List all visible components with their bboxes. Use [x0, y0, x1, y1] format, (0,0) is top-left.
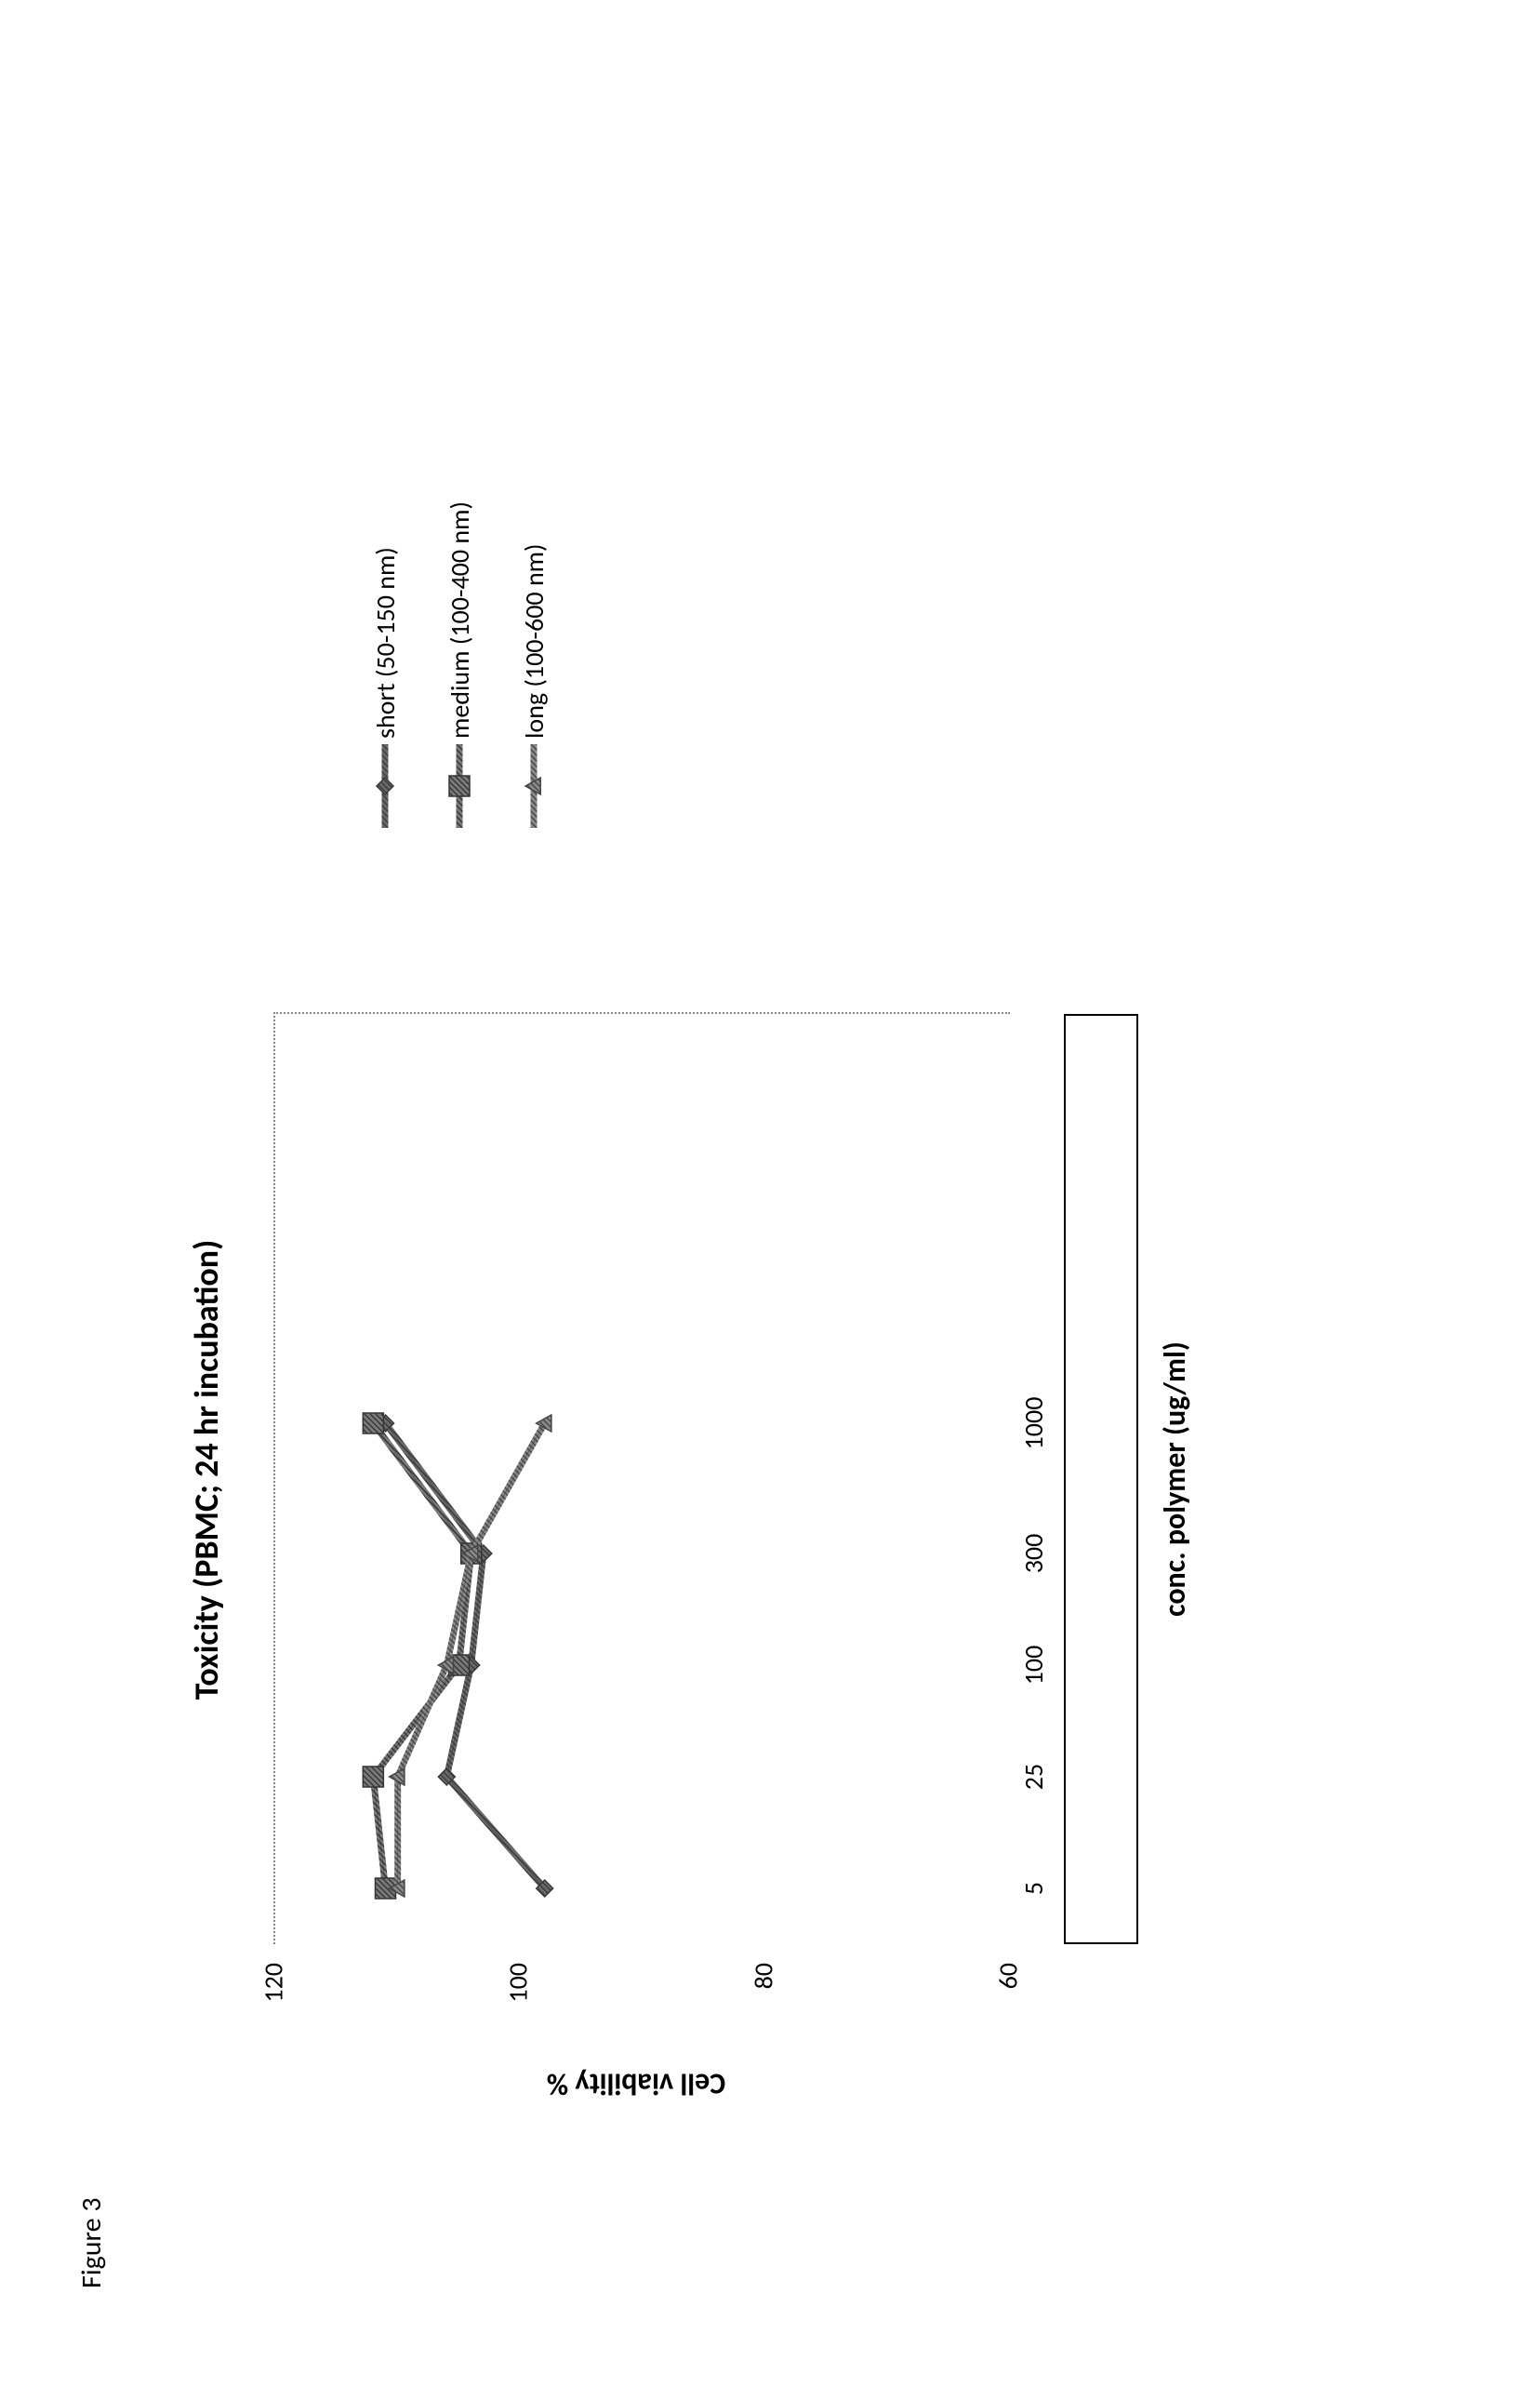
- plot-region: [273, 1012, 1010, 1944]
- legend-label: short (50-150 nm): [369, 547, 402, 739]
- y-tick-label: 60: [992, 1963, 1025, 2019]
- y-axis-label: Cell viability %: [547, 2066, 725, 2102]
- legend-item: medium (100-400 nm): [422, 501, 497, 828]
- page: Figure 3 Toxicity (PBMC; 24 hr incubatio…: [0, 0, 1540, 2400]
- x-tick-label: 100: [1017, 1646, 1050, 1686]
- legend-swatch: [445, 744, 473, 828]
- legend-label: long (100-600 nm): [518, 543, 551, 739]
- legend: short (50-150 nm) medium (100-400 nm) long…: [348, 501, 571, 828]
- chart-rotated-frame: Toxicity (PBMC; 24 hr incubation) Cell v…: [158, 167, 1414, 2186]
- y-tick-label: 120: [258, 1963, 290, 2019]
- legend-item: long (100-600 nm): [497, 501, 571, 828]
- legend-label: medium (100-400 nm): [444, 501, 476, 739]
- chart-area: Cell viability % 60 80 100 120 5 25 100 300 100…: [236, 167, 1213, 2186]
- y-tick-label: 80: [747, 1963, 779, 2019]
- series-marker: [363, 1767, 383, 1787]
- figure-label: Figure 3: [74, 2197, 109, 2288]
- x-tick-label: 25: [1017, 1764, 1050, 1790]
- legend-swatch: [371, 744, 399, 828]
- x-tick-label: 300: [1017, 1534, 1050, 1574]
- y-tick-label: 100: [502, 1963, 535, 2019]
- legend-item: short (50-150 nm): [348, 501, 422, 828]
- series-svg: [275, 1014, 1010, 1944]
- x-tick-label: 5: [1017, 1882, 1050, 1895]
- chart-title: Toxicity (PBMC; 24 hr incubation): [186, 884, 227, 2056]
- series-marker: [363, 1413, 383, 1433]
- x-axis-label: conc. polymer (ug/ml): [1157, 1341, 1193, 1617]
- x-axis-box: [1064, 1014, 1138, 1944]
- legend-swatch: [520, 744, 548, 828]
- x-tick-label: 1000: [1017, 1397, 1050, 1450]
